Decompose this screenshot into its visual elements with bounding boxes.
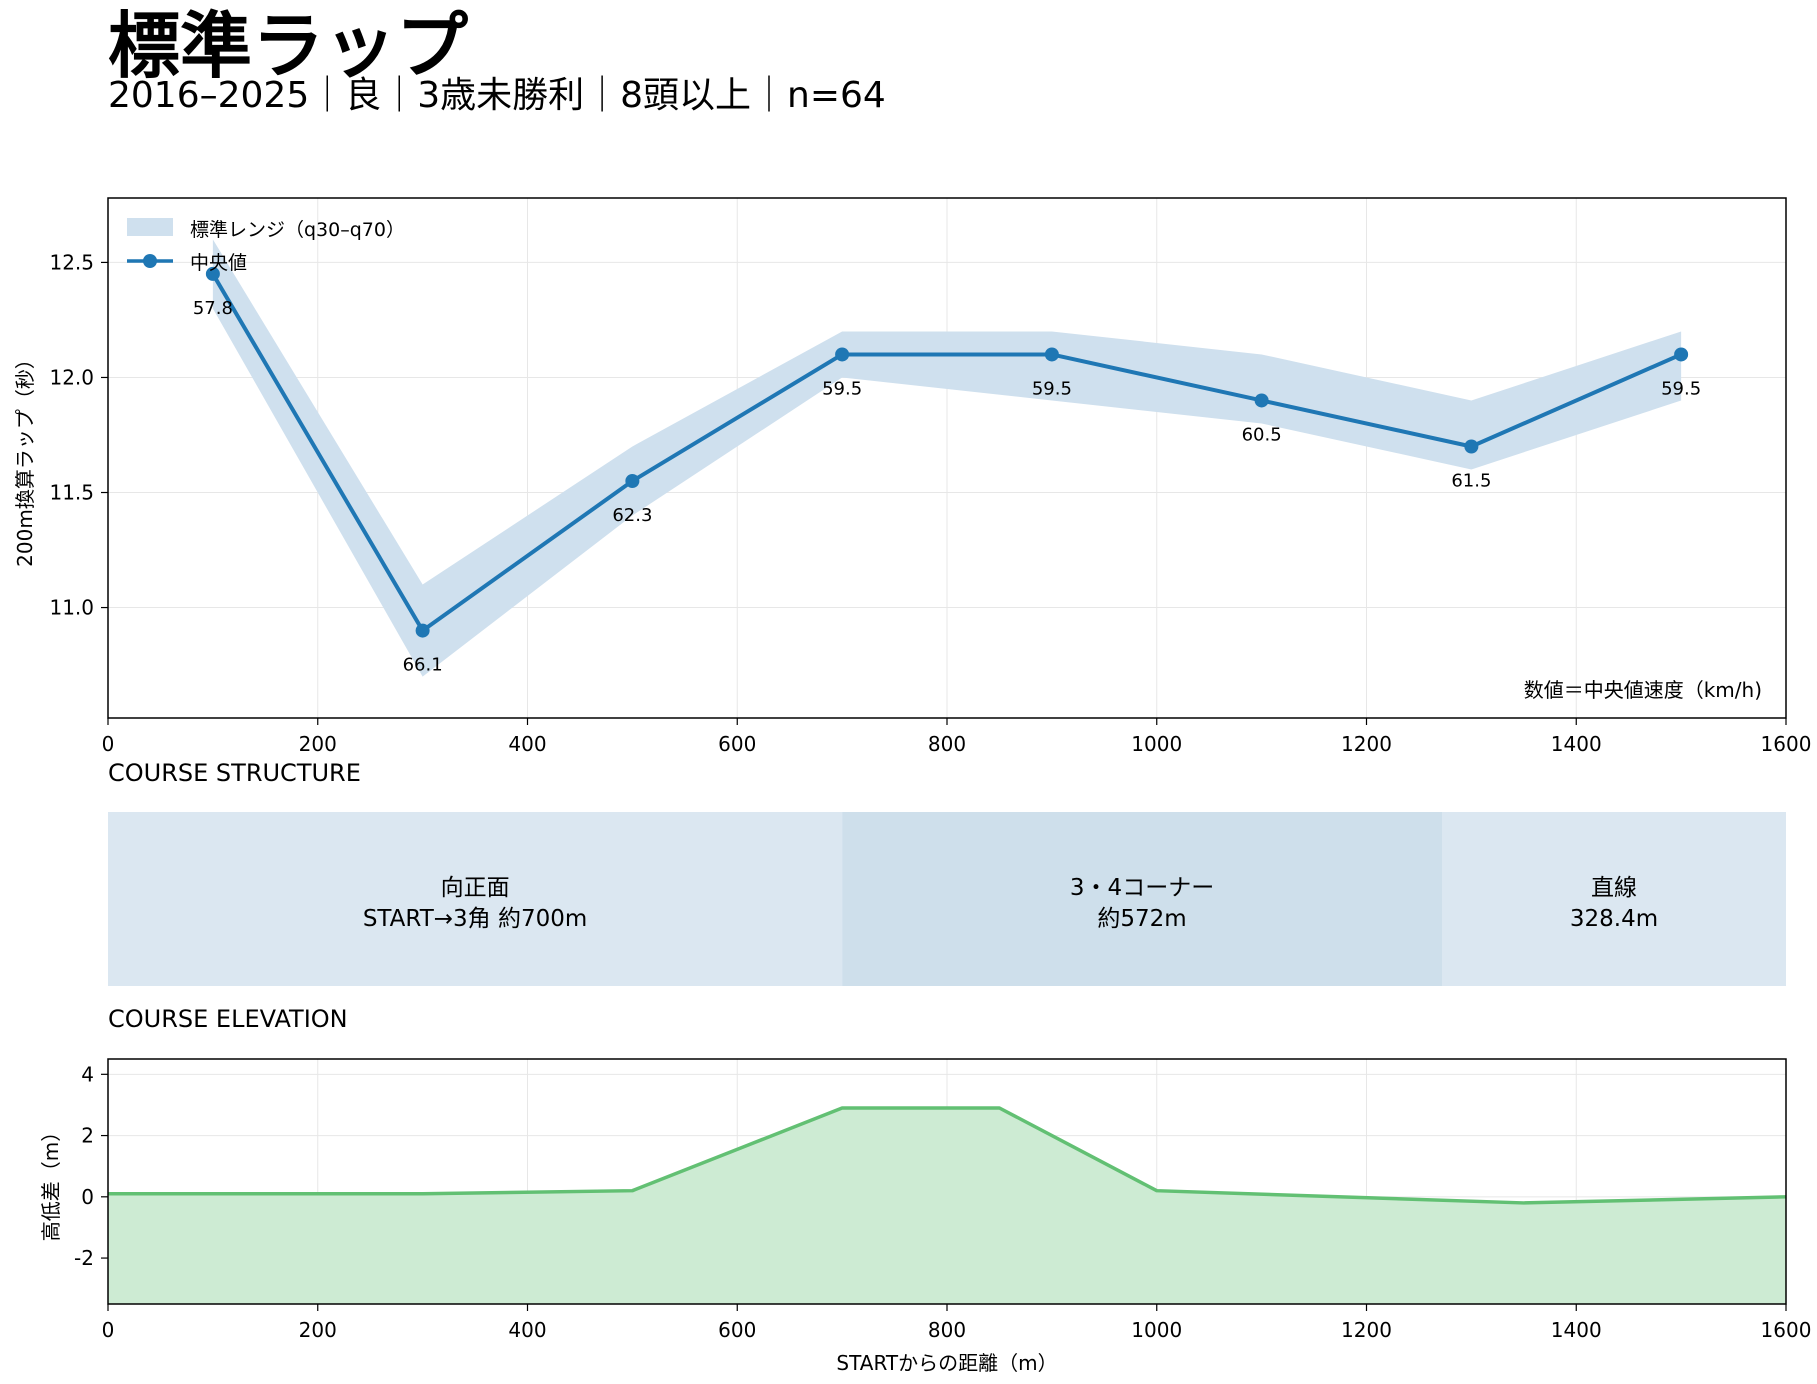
x-tick-label: 400 bbox=[508, 732, 546, 756]
course-segment-name: 直線 bbox=[1591, 875, 1637, 901]
legend-band-label: 標準レンジ（q30–q70） bbox=[190, 219, 405, 241]
y-axis-label: 高低差（m） bbox=[39, 1122, 63, 1241]
x-axis-label: STARTからの距離（m） bbox=[836, 1351, 1057, 1375]
lap-chart-grid bbox=[107, 198, 1787, 718]
course-segment-name: 3・4コーナー bbox=[1070, 875, 1214, 901]
course-segment-name: 向正面 bbox=[441, 875, 510, 901]
median-point bbox=[835, 347, 850, 362]
y-tick-label: 11.0 bbox=[49, 596, 94, 620]
x-tick-label: 1000 bbox=[1131, 732, 1182, 756]
y-tick-label: 2 bbox=[81, 1124, 94, 1148]
median-point bbox=[1464, 439, 1479, 454]
speed-data-label: 57.8 bbox=[193, 298, 233, 319]
elevation-profile bbox=[108, 1106, 1787, 1304]
y-tick-label: 0 bbox=[81, 1185, 94, 1209]
course-segment-length: START→3角 約700m bbox=[363, 906, 587, 932]
median-point bbox=[1674, 347, 1689, 362]
legend-median-marker bbox=[143, 254, 157, 268]
x-tick-label: 1400 bbox=[1551, 1318, 1602, 1342]
median-point bbox=[205, 266, 220, 281]
x-tick-label: 400 bbox=[508, 1318, 546, 1342]
speed-data-label: 66.1 bbox=[403, 655, 443, 676]
speed-data-label: 62.3 bbox=[612, 505, 652, 526]
course-elevation-title: COURSE ELEVATION bbox=[108, 1005, 348, 1033]
course-segment: 向正面 START→3角 約700m bbox=[108, 812, 843, 986]
y-tick-label: 12.5 bbox=[49, 250, 94, 274]
speed-data-label: 60.5 bbox=[1242, 424, 1282, 445]
elevation-axes: 0 200 400 600 800 1000 1200 1400 1600 4 2 0 -2 STARTか… bbox=[39, 1058, 1812, 1375]
chart-title: 標準ラップ bbox=[108, 4, 469, 88]
x-tick-label: 200 bbox=[299, 1318, 337, 1342]
speed-data-label: 59.5 bbox=[1032, 378, 1072, 399]
median-point bbox=[415, 623, 430, 638]
course-structure-title: COURSE STRUCTURE bbox=[108, 759, 361, 787]
x-tick-label: 0 bbox=[102, 1318, 115, 1342]
median-point bbox=[1044, 347, 1059, 362]
legend-band-swatch bbox=[127, 218, 173, 236]
lap-chart-legend: 標準レンジ（q30–q70） 中央値 bbox=[127, 218, 405, 274]
course-segment-length: 328.4m bbox=[1570, 906, 1658, 932]
course-segment: 直線 328.4m bbox=[1442, 812, 1786, 986]
median-line bbox=[211, 272, 1682, 633]
course-segment-block bbox=[108, 812, 843, 986]
median-point bbox=[625, 474, 640, 489]
x-tick-label: 1200 bbox=[1341, 1318, 1392, 1342]
median-point bbox=[1254, 393, 1269, 408]
x-tick-label: 600 bbox=[718, 732, 756, 756]
speed-data-label: 59.5 bbox=[1661, 378, 1701, 399]
x-tick-label: 800 bbox=[928, 1318, 966, 1342]
x-tick-label: 1000 bbox=[1131, 1318, 1182, 1342]
x-tick-label: 200 bbox=[299, 732, 337, 756]
lap-chart-axes: 0 200 400 600 800 1000 1200 1400 1600 11.0 11.5 12.… bbox=[13, 197, 1812, 756]
x-tick-label: 1400 bbox=[1551, 732, 1602, 756]
y-tick-label: -2 bbox=[74, 1246, 94, 1270]
legend-median-label: 中央値 bbox=[190, 252, 247, 274]
median-series: 57.8 66.1 62.3 59.5 59.5 60.5 61.5 59.5 bbox=[193, 266, 1701, 676]
speed-note: 数値＝中央値速度（km/h) bbox=[1524, 678, 1762, 702]
chart-subtitle: 2016–2025｜良｜3歳未勝利｜8頭以上｜n=64 bbox=[108, 75, 886, 116]
y-tick-label: 11.5 bbox=[49, 481, 94, 505]
x-tick-label: 1600 bbox=[1761, 732, 1812, 756]
speed-data-label: 61.5 bbox=[1451, 470, 1491, 491]
y-tick-label: 4 bbox=[81, 1062, 94, 1086]
elevation-fill bbox=[108, 1108, 1786, 1304]
speed-data-label: 59.5 bbox=[822, 378, 862, 399]
x-tick-label: 1200 bbox=[1341, 732, 1392, 756]
course-segment-block bbox=[842, 812, 1443, 986]
x-tick-label: 1600 bbox=[1761, 1318, 1812, 1342]
elevation-line bbox=[108, 1106, 1787, 1205]
course-segment-block bbox=[1442, 812, 1786, 986]
y-axis-label: 200m換算ラップ（秒） bbox=[13, 349, 37, 567]
x-tick-label: 0 bbox=[102, 732, 115, 756]
course-segment-length: 約572m bbox=[1097, 906, 1186, 932]
x-tick-label: 600 bbox=[718, 1318, 756, 1342]
x-tick-label: 800 bbox=[928, 732, 966, 756]
y-tick-label: 12.0 bbox=[49, 365, 94, 389]
